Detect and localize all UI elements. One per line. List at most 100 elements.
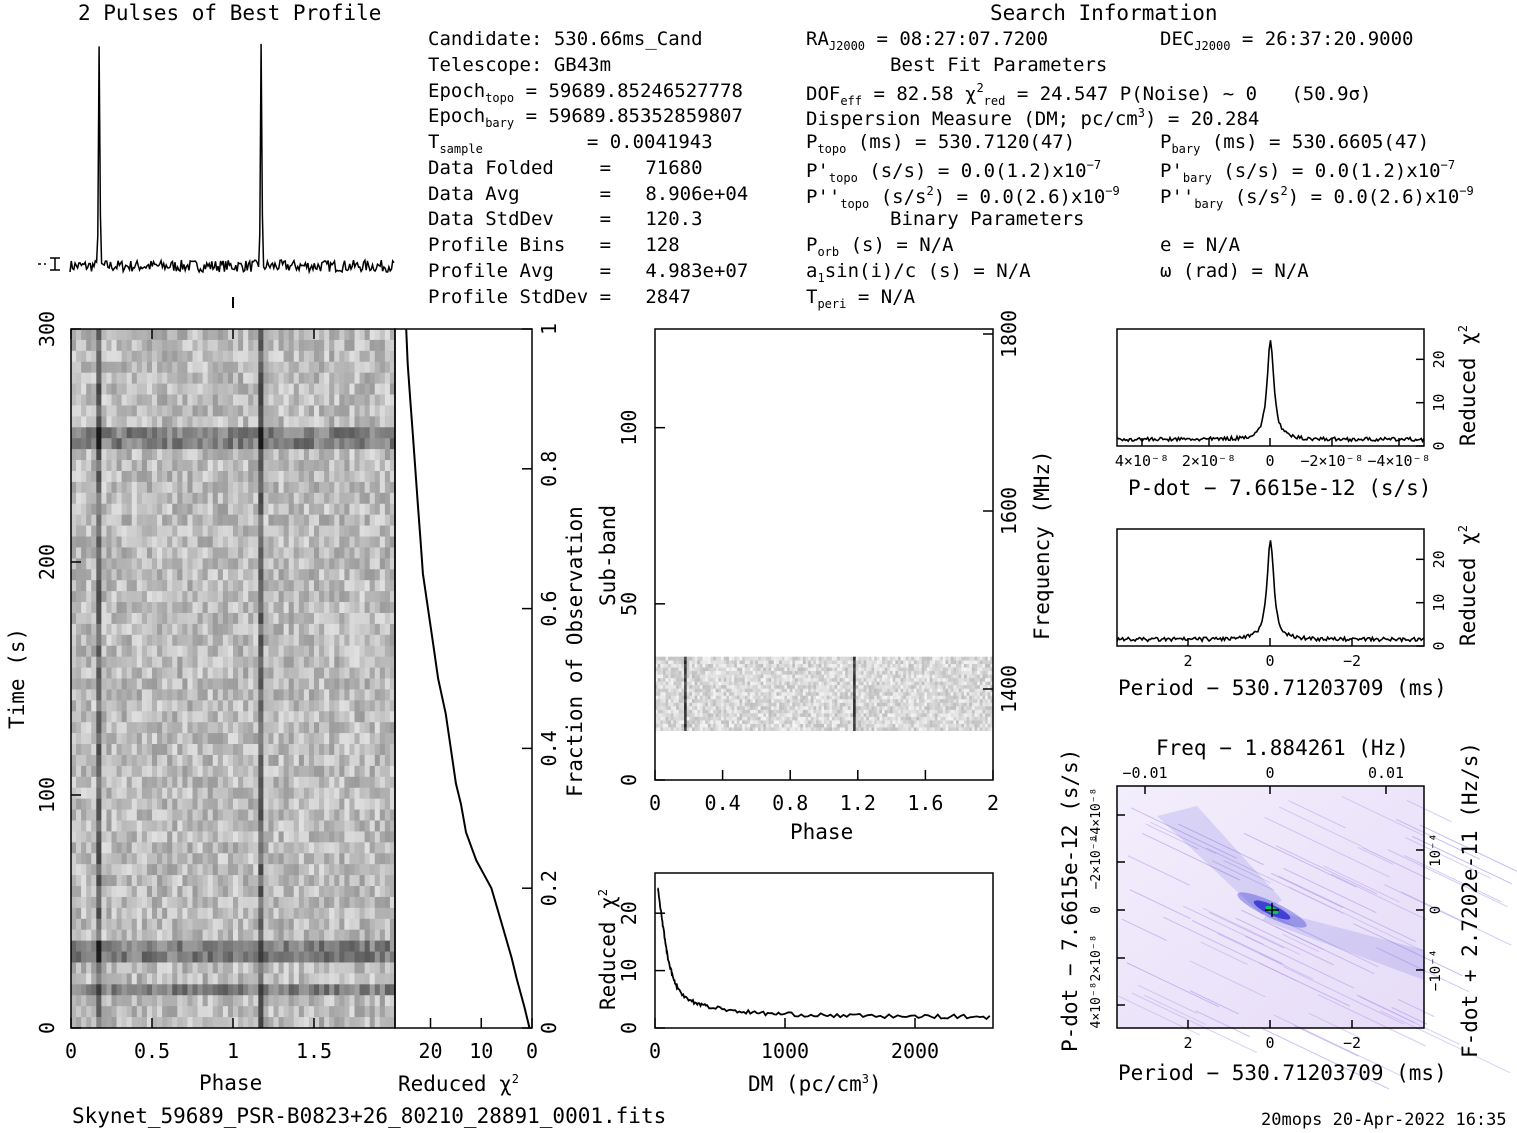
tp-cell <box>263 951 269 963</box>
tp-cell <box>349 460 355 472</box>
tp-cell <box>374 339 381 352</box>
sb-cell <box>987 720 991 724</box>
sb-cell <box>723 709 727 714</box>
tp-cell <box>288 896 295 909</box>
tp-cell <box>182 634 188 647</box>
tp-cell <box>233 449 239 461</box>
tp-cell <box>324 1017 330 1029</box>
tp-cell <box>288 383 295 395</box>
tp-cell <box>81 798 87 810</box>
tp-cell <box>273 842 279 854</box>
tp-cell <box>243 995 249 1007</box>
tp-cell <box>273 612 279 625</box>
tp-cell <box>157 339 163 352</box>
tp-cell <box>192 470 198 483</box>
tp-cell <box>217 612 224 625</box>
pnoise-value: P(Noise) ~ 0 (50.9σ) <box>1119 83 1372 105</box>
tp-cell <box>339 416 345 428</box>
tp-cell <box>319 623 325 636</box>
tp-cell <box>369 700 376 712</box>
tp-cell <box>293 602 300 614</box>
sb-cell <box>911 723 915 728</box>
tp-cell <box>384 438 391 450</box>
tp-cell <box>314 427 320 439</box>
tp-cell <box>101 667 107 679</box>
tp-cell <box>116 1006 123 1018</box>
tp-cell <box>308 875 315 887</box>
tp-cell <box>212 896 219 909</box>
tp-cell <box>389 656 396 668</box>
tp-cell <box>258 787 264 800</box>
tp-cell <box>324 656 330 668</box>
tp-cell <box>369 744 376 756</box>
tp-cell <box>248 1006 254 1018</box>
tp-cell <box>349 416 355 428</box>
tp-cell <box>141 405 148 417</box>
tp-cell <box>233 383 239 395</box>
tp-cell <box>172 514 178 526</box>
tp-cell <box>319 722 325 734</box>
tp-cell <box>126 842 133 854</box>
tp-cell <box>389 460 396 472</box>
tp-cell <box>329 350 335 363</box>
tp-cell <box>116 405 123 417</box>
tp-cell <box>202 394 209 406</box>
tp-cell <box>293 460 300 472</box>
sb-cell <box>721 713 724 717</box>
sb-cell <box>684 709 687 714</box>
tp-cell <box>131 722 138 734</box>
tp-cell <box>106 896 112 909</box>
tp-cell <box>344 536 350 548</box>
tp-cell <box>273 951 279 963</box>
tp-cell <box>379 634 386 647</box>
tp-cell <box>197 973 204 985</box>
tp-cell <box>319 383 325 395</box>
tp-cell <box>369 634 376 647</box>
sb-cell <box>736 720 740 724</box>
tp-cell <box>131 438 138 450</box>
tp-cell <box>344 427 350 439</box>
tp-cell <box>167 656 173 668</box>
sb-cell <box>887 713 891 717</box>
tp-cell <box>227 907 234 920</box>
sb-cell <box>982 709 986 714</box>
tp-cell <box>212 569 219 581</box>
tp-cell <box>233 612 239 625</box>
sb-cell <box>879 727 883 731</box>
tp-cell <box>217 656 224 668</box>
tp-cell <box>187 634 193 647</box>
tp-cell <box>177 842 183 854</box>
fc-frame <box>394 328 533 1029</box>
tp-cell <box>76 995 82 1007</box>
sb-cell <box>903 716 907 721</box>
tp-cell <box>76 656 82 668</box>
tp-cell <box>253 1006 259 1018</box>
sb-cell <box>937 713 941 717</box>
tp-cell <box>374 700 381 712</box>
tp-cell <box>81 602 87 614</box>
sb-cell <box>966 723 970 728</box>
profile-errorbar <box>50 257 60 271</box>
sb-cell <box>974 713 978 717</box>
tp-cell <box>227 667 234 679</box>
tp-cell <box>329 765 335 778</box>
tp-cell <box>379 667 386 679</box>
tp-cell <box>202 787 209 800</box>
tp-cell <box>243 361 249 374</box>
tp-cell <box>217 558 224 570</box>
sb-cell <box>916 723 920 728</box>
tp-cell <box>273 667 279 679</box>
tp-cell <box>111 361 117 374</box>
tp-cell <box>121 470 128 483</box>
tp-cell <box>197 416 204 428</box>
tp-cell <box>298 907 305 920</box>
tp-cell <box>308 907 315 920</box>
sb-cell <box>950 723 954 728</box>
tp-cell <box>177 514 183 526</box>
tp-cell <box>324 765 330 778</box>
tp-cell <box>71 787 77 800</box>
tp-cell <box>91 776 97 789</box>
tp-cell <box>101 383 107 395</box>
tp-cell <box>106 645 112 658</box>
tp-cell <box>172 995 178 1007</box>
